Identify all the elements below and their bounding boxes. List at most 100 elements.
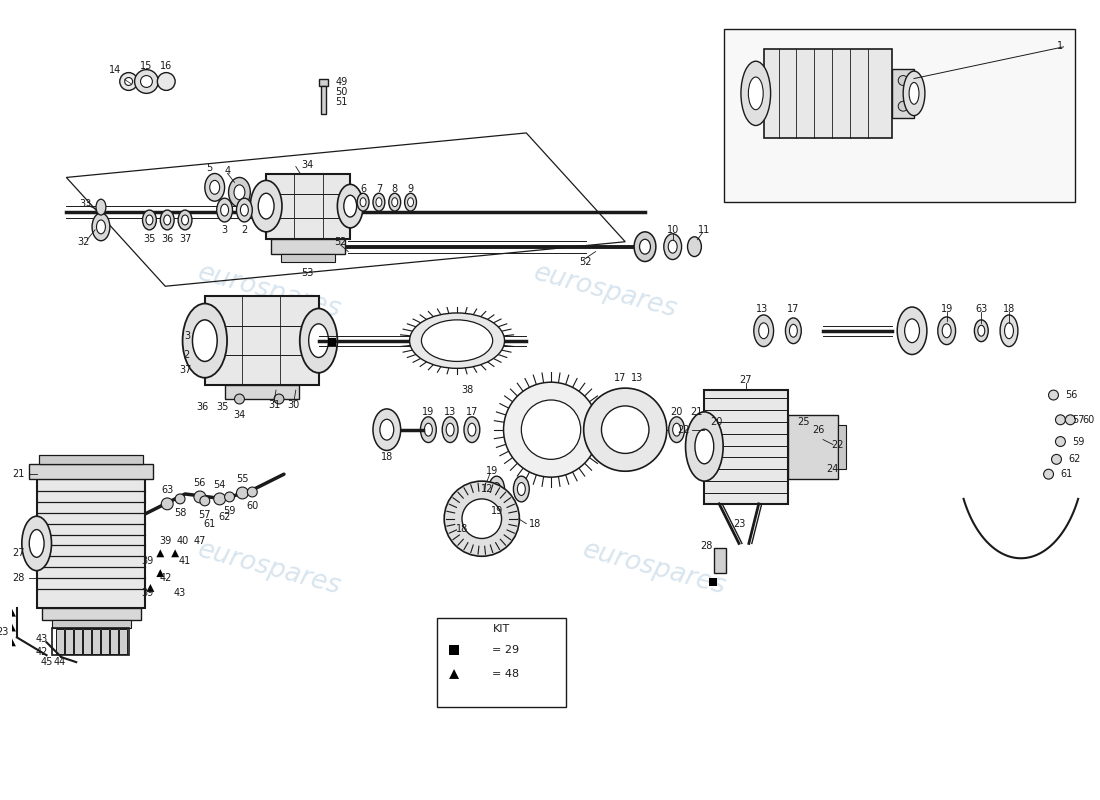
Ellipse shape bbox=[909, 82, 918, 104]
Text: 50: 50 bbox=[336, 87, 348, 98]
Bar bbox=[763, 49, 892, 138]
Text: 21: 21 bbox=[690, 407, 703, 417]
Ellipse shape bbox=[634, 232, 656, 262]
Text: 1: 1 bbox=[1057, 41, 1064, 51]
Circle shape bbox=[120, 73, 138, 90]
Circle shape bbox=[248, 487, 257, 497]
Text: 42: 42 bbox=[160, 573, 172, 583]
Text: 17: 17 bbox=[465, 407, 478, 417]
Text: 16: 16 bbox=[161, 61, 173, 70]
Bar bbox=[101, 630, 109, 654]
Bar bbox=[714, 548, 726, 573]
Text: 32: 32 bbox=[77, 237, 89, 246]
Ellipse shape bbox=[975, 320, 988, 342]
Ellipse shape bbox=[759, 323, 769, 338]
Polygon shape bbox=[156, 569, 164, 577]
Ellipse shape bbox=[514, 476, 529, 502]
Text: 39: 39 bbox=[141, 556, 154, 566]
Text: 11: 11 bbox=[698, 225, 711, 235]
Ellipse shape bbox=[344, 195, 356, 217]
Text: 18: 18 bbox=[381, 452, 393, 462]
Ellipse shape bbox=[938, 317, 956, 345]
Text: 10: 10 bbox=[667, 225, 679, 235]
Text: 57: 57 bbox=[199, 510, 211, 520]
Ellipse shape bbox=[754, 315, 773, 346]
Text: 13: 13 bbox=[444, 407, 456, 417]
Ellipse shape bbox=[748, 77, 763, 110]
Text: 26: 26 bbox=[812, 425, 824, 434]
Ellipse shape bbox=[338, 184, 363, 228]
Text: 13: 13 bbox=[756, 304, 768, 314]
Ellipse shape bbox=[421, 320, 493, 362]
Text: = 29: = 29 bbox=[492, 646, 519, 655]
Ellipse shape bbox=[663, 234, 682, 259]
Ellipse shape bbox=[517, 482, 526, 495]
Bar bbox=[92, 630, 100, 654]
Ellipse shape bbox=[192, 320, 217, 362]
Ellipse shape bbox=[464, 417, 480, 442]
Ellipse shape bbox=[465, 499, 478, 518]
Circle shape bbox=[1052, 454, 1062, 464]
Text: eurospares: eurospares bbox=[581, 537, 729, 600]
Text: 57: 57 bbox=[1072, 414, 1085, 425]
Text: 59: 59 bbox=[223, 506, 235, 516]
Circle shape bbox=[504, 382, 598, 477]
Polygon shape bbox=[156, 550, 164, 558]
Text: 28: 28 bbox=[12, 573, 25, 583]
Text: 53: 53 bbox=[301, 268, 314, 278]
Text: 49: 49 bbox=[336, 78, 348, 87]
Text: 61: 61 bbox=[204, 518, 216, 529]
Ellipse shape bbox=[468, 423, 476, 436]
Text: 43: 43 bbox=[35, 634, 47, 644]
Bar bbox=[724, 29, 1076, 202]
Circle shape bbox=[236, 487, 249, 499]
Polygon shape bbox=[172, 550, 179, 558]
Text: 38: 38 bbox=[461, 385, 473, 395]
Text: 60: 60 bbox=[1082, 414, 1094, 425]
Bar bbox=[319, 78, 329, 86]
Bar bbox=[52, 619, 131, 627]
Circle shape bbox=[274, 394, 284, 404]
Text: 59: 59 bbox=[1072, 437, 1085, 446]
Bar bbox=[84, 630, 91, 654]
Circle shape bbox=[200, 496, 210, 506]
Ellipse shape bbox=[236, 198, 252, 222]
Text: 35: 35 bbox=[143, 234, 155, 244]
Ellipse shape bbox=[903, 71, 925, 116]
Text: 63: 63 bbox=[976, 304, 988, 314]
Circle shape bbox=[899, 75, 909, 86]
Text: 20: 20 bbox=[710, 417, 723, 426]
Ellipse shape bbox=[358, 194, 368, 211]
Ellipse shape bbox=[97, 220, 106, 234]
Text: 9: 9 bbox=[407, 184, 414, 194]
Ellipse shape bbox=[790, 324, 798, 337]
Ellipse shape bbox=[405, 194, 417, 211]
Ellipse shape bbox=[669, 417, 684, 442]
Ellipse shape bbox=[693, 424, 700, 435]
Text: 41: 41 bbox=[179, 556, 191, 566]
Ellipse shape bbox=[673, 423, 681, 436]
Ellipse shape bbox=[373, 194, 385, 211]
Text: 6: 6 bbox=[360, 184, 366, 194]
Polygon shape bbox=[8, 623, 15, 631]
Circle shape bbox=[234, 394, 244, 404]
Text: 12: 12 bbox=[481, 484, 493, 494]
Text: 3: 3 bbox=[221, 225, 228, 235]
Bar bbox=[39, 455, 143, 464]
Circle shape bbox=[194, 491, 206, 503]
Text: 4: 4 bbox=[224, 166, 231, 175]
Text: 24: 24 bbox=[827, 464, 839, 474]
Ellipse shape bbox=[425, 423, 432, 436]
Text: 56: 56 bbox=[1066, 390, 1078, 400]
Ellipse shape bbox=[241, 204, 249, 216]
Ellipse shape bbox=[785, 318, 801, 344]
Text: eurospares: eurospares bbox=[195, 259, 343, 323]
Ellipse shape bbox=[688, 237, 702, 257]
Circle shape bbox=[899, 102, 909, 111]
Ellipse shape bbox=[92, 213, 110, 241]
Text: = 48: = 48 bbox=[492, 669, 519, 679]
Text: 22: 22 bbox=[676, 425, 690, 434]
Polygon shape bbox=[8, 609, 15, 617]
Ellipse shape bbox=[161, 210, 174, 230]
Text: 37: 37 bbox=[179, 234, 191, 244]
